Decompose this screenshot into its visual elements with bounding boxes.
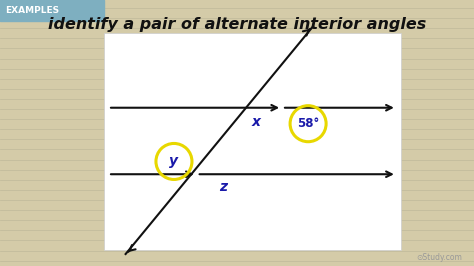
Text: ⊙Study.com: ⊙Study.com xyxy=(416,253,462,262)
Text: identify a pair of alternate interior angles: identify a pair of alternate interior an… xyxy=(48,17,426,32)
FancyBboxPatch shape xyxy=(0,0,104,21)
Text: y: y xyxy=(170,155,178,168)
Text: x: x xyxy=(252,115,260,129)
Text: 58°: 58° xyxy=(297,117,319,130)
Text: z: z xyxy=(219,180,227,194)
Text: EXAMPLES: EXAMPLES xyxy=(5,6,59,15)
FancyBboxPatch shape xyxy=(104,33,401,250)
